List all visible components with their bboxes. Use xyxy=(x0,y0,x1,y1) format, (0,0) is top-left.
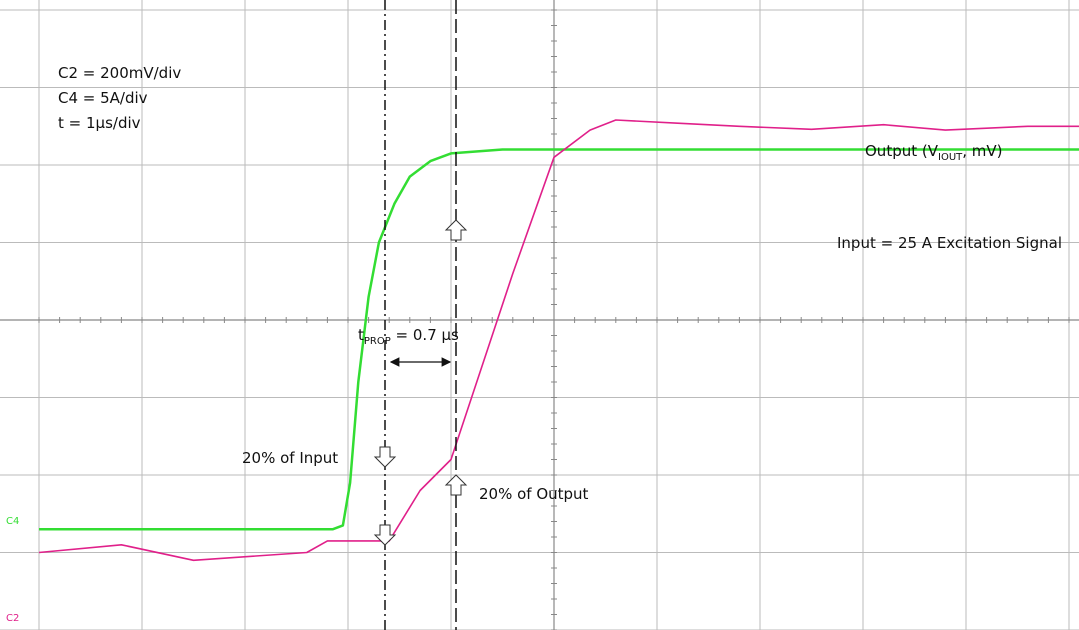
c2-scale-label: C2 = 200mV/div xyxy=(58,64,181,82)
input-20-label: 20% of Input xyxy=(242,449,338,467)
input-20-down-arrow-icon xyxy=(373,446,397,468)
input-trace xyxy=(39,148,1079,531)
c4-scale-label: C4 = 5A/div xyxy=(58,89,148,107)
input-base-down-arrow-icon xyxy=(373,524,397,546)
c4-channel-marker: C4 xyxy=(6,516,19,527)
input-top-up-arrow-icon xyxy=(444,219,468,241)
time-scale-label: t = 1µs/div xyxy=(58,114,141,132)
tprop-label: tPROP = 0.7 µs xyxy=(358,326,459,347)
output-trace xyxy=(38,119,1079,562)
c2-channel-marker: C2 xyxy=(6,613,19,624)
input-trace-label: Input = 25 A Excitation Signal xyxy=(837,234,1062,252)
output-20-up-arrow-icon xyxy=(444,474,468,496)
output-20-label: 20% of Output xyxy=(479,485,589,503)
output-trace-label: Output (VIOUT, mV) xyxy=(865,142,1003,163)
traces xyxy=(38,119,1079,562)
